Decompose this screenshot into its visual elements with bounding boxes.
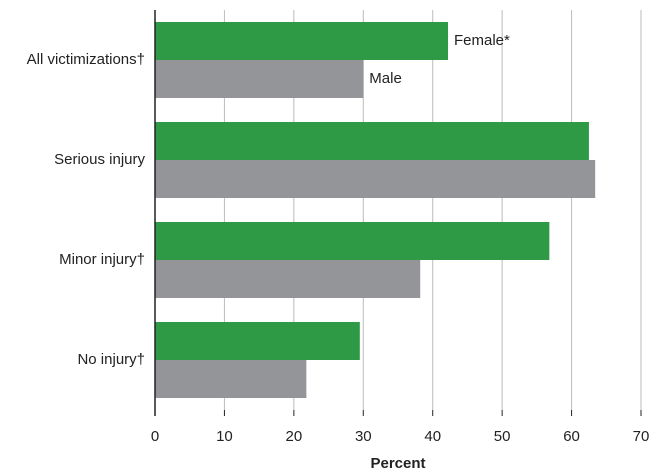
x-tick-label: 50 bbox=[494, 428, 511, 445]
bar bbox=[155, 60, 364, 98]
y-tick-label: No injury† bbox=[77, 351, 145, 368]
bar bbox=[155, 360, 307, 398]
bar bbox=[155, 222, 550, 260]
legend-label: Female* bbox=[454, 32, 510, 49]
x-tick-label: 40 bbox=[424, 428, 441, 445]
x-tick-label: 20 bbox=[286, 428, 303, 445]
x-tick-label: 10 bbox=[216, 428, 233, 445]
bar bbox=[155, 160, 596, 198]
y-tick-label: Serious injury bbox=[54, 151, 145, 168]
bar bbox=[155, 322, 360, 360]
bar bbox=[155, 122, 589, 160]
x-tick-label: 30 bbox=[355, 428, 372, 445]
y-tick-label: Minor injury† bbox=[59, 251, 145, 268]
x-tick-label: 0 bbox=[151, 428, 159, 445]
legend-label: Male bbox=[369, 70, 402, 87]
x-tick-label: 70 bbox=[633, 428, 650, 445]
x-tick-label: 60 bbox=[563, 428, 580, 445]
y-tick-label: All victimizations† bbox=[27, 51, 145, 68]
bar bbox=[155, 260, 421, 298]
x-axis-label: Percent bbox=[370, 455, 425, 472]
bar bbox=[155, 22, 448, 60]
